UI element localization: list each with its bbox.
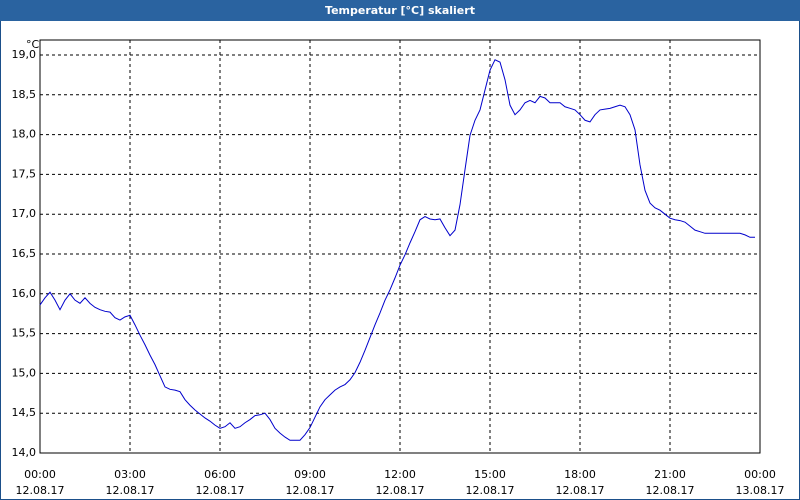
y-tick-label: 15,0 xyxy=(12,366,37,379)
x-tick-label: 00:00 xyxy=(24,468,56,481)
x-tick-label: 09:00 xyxy=(294,468,326,481)
x-tick-date: 12.08.17 xyxy=(556,484,605,497)
y-unit: °C xyxy=(26,38,40,51)
x-tick-date: 12.08.17 xyxy=(106,484,155,497)
y-tick-label: 17,0 xyxy=(12,207,37,220)
x-tick-label: 18:00 xyxy=(564,468,596,481)
x-tick-date: 12.08.17 xyxy=(286,484,335,497)
x-tick-date: 12.08.17 xyxy=(466,484,515,497)
y-tick-label: 18,0 xyxy=(12,128,37,141)
x-tick-date: 12.08.17 xyxy=(196,484,245,497)
chart-title: Temperatur [°C] skaliert xyxy=(325,4,475,17)
y-tick-label: 17,5 xyxy=(12,167,37,180)
y-tick-label: 16,0 xyxy=(12,287,37,300)
title-bar xyxy=(0,0,800,21)
y-tick-label: 18,5 xyxy=(12,88,37,101)
x-tick-label: 21:00 xyxy=(654,468,686,481)
x-tick-date: 12.08.17 xyxy=(376,484,425,497)
y-tick-label: 14,5 xyxy=(12,406,37,419)
plot-frame xyxy=(39,39,761,454)
y-tick-label: 16,5 xyxy=(12,247,37,260)
x-tick-date: 13.08.17 xyxy=(736,484,785,497)
y-tick-label: 15,5 xyxy=(12,327,37,340)
x-tick-date: 12.08.17 xyxy=(646,484,695,497)
x-tick-date: 12.08.17 xyxy=(16,484,65,497)
temperature-line xyxy=(39,59,755,441)
x-tick-label: 00:00 xyxy=(744,468,776,481)
y-tick-label: 14,0 xyxy=(12,446,37,459)
x-tick-label: 06:00 xyxy=(204,468,236,481)
x-tick-label: 12:00 xyxy=(384,468,416,481)
x-tick-label: 03:00 xyxy=(114,468,146,481)
x-tick-label: 15:00 xyxy=(474,468,506,481)
y-tick-label: 19,0 xyxy=(12,48,37,61)
